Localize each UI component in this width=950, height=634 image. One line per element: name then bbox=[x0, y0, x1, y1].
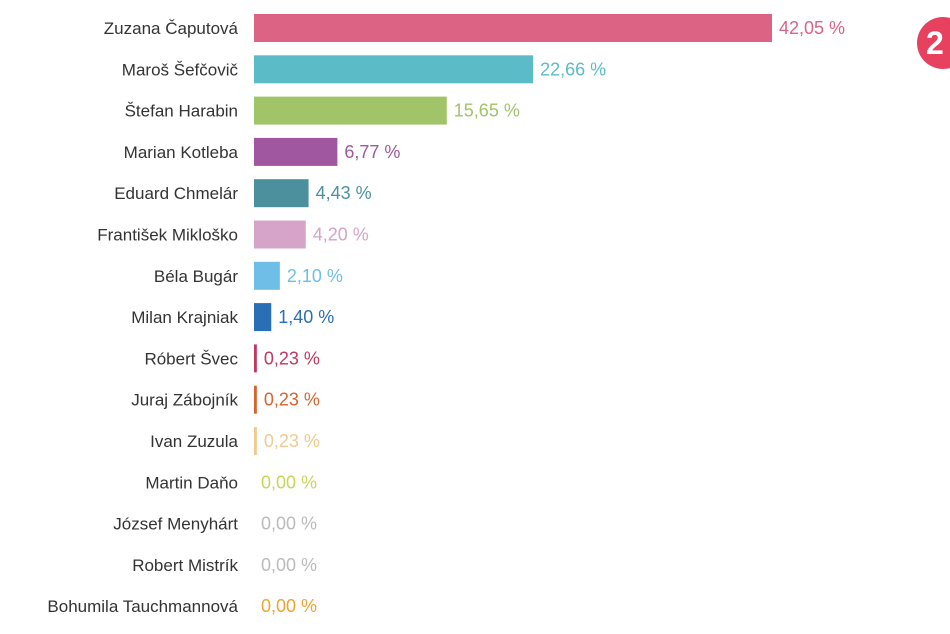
value-label: 2,10 % bbox=[287, 266, 343, 286]
value-label: 22,66 % bbox=[540, 59, 606, 79]
category-label: František Mikloško bbox=[97, 226, 238, 245]
category-label: Róbert Švec bbox=[144, 349, 238, 368]
value-label: 4,20 % bbox=[313, 225, 369, 245]
bar[interactable] bbox=[254, 55, 534, 84]
bar[interactable] bbox=[254, 14, 772, 42]
category-label: József Menyhárt bbox=[113, 515, 238, 534]
category-label: Bohumila Tauchmannová bbox=[47, 597, 238, 616]
value-label: 0,23 % bbox=[264, 348, 320, 368]
value-label: 0,00 % bbox=[261, 514, 317, 534]
bar[interactable] bbox=[254, 385, 257, 414]
bar[interactable] bbox=[254, 96, 447, 125]
category-label: Zuzana Čaputová bbox=[104, 19, 239, 38]
category-label: Eduard Chmelár bbox=[114, 184, 238, 203]
bar[interactable] bbox=[254, 179, 309, 208]
bar[interactable] bbox=[254, 137, 338, 166]
category-label: Štefan Harabin bbox=[125, 102, 238, 121]
category-label: Maroš Šefčovič bbox=[122, 60, 239, 79]
category-label: Milan Krajniak bbox=[131, 308, 238, 327]
category-label: Ivan Zuzula bbox=[150, 432, 238, 451]
value-label: 1,40 % bbox=[278, 307, 334, 327]
value-label: 0,00 % bbox=[261, 555, 317, 575]
bar[interactable] bbox=[254, 220, 306, 249]
category-label: Robert Mistrík bbox=[132, 556, 238, 575]
category-label: Marian Kotleba bbox=[124, 143, 239, 162]
value-label: 0,23 % bbox=[264, 431, 320, 451]
bar[interactable] bbox=[254, 427, 257, 455]
bar[interactable] bbox=[254, 303, 272, 332]
value-label: 0,23 % bbox=[264, 390, 320, 410]
category-label: Béla Bugár bbox=[154, 267, 238, 286]
value-label: 4,43 % bbox=[316, 183, 372, 203]
category-label: Martin Daňo bbox=[145, 473, 238, 492]
value-label: 0,00 % bbox=[261, 472, 317, 492]
category-label: Juraj Zábojník bbox=[131, 391, 238, 410]
bar[interactable] bbox=[254, 344, 257, 373]
value-label: 0,00 % bbox=[261, 596, 317, 616]
bar[interactable] bbox=[254, 261, 280, 290]
value-label: 42,05 % bbox=[779, 18, 845, 38]
value-label: 6,77 % bbox=[344, 142, 400, 162]
value-label: 15,65 % bbox=[454, 101, 520, 121]
